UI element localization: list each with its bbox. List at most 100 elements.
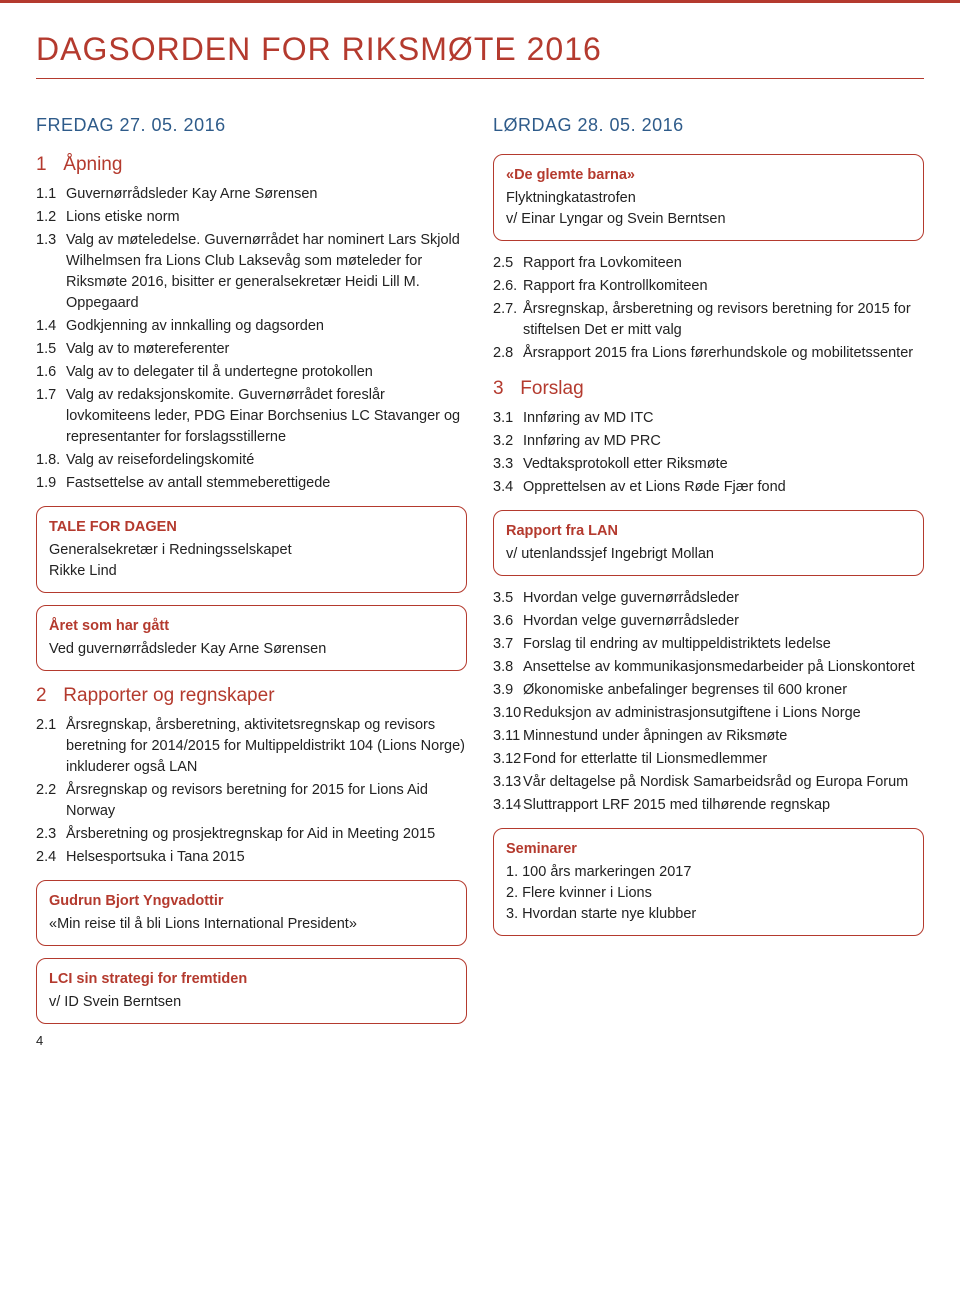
- section-1-head: 1 Åpning: [36, 154, 467, 176]
- box-lan: Rapport fra LAN v/ utenlandssjef Ingebri…: [493, 510, 924, 576]
- list-item: 1.4Godkjenning av innkalling og dagsorde…: [36, 316, 467, 337]
- list-item: 3.6Hvordan velge guvernørrådsleder: [493, 611, 924, 632]
- left-column: FREDAG 27. 05. 2016 1 Åpning 1.1Guvernør…: [36, 115, 467, 1036]
- page-number: 4: [36, 1033, 43, 1048]
- pre-section-items: 2.5Rapport fra Lovkomiteen2.6.Rapport fr…: [493, 253, 924, 364]
- item-text: Årsregnskap, årsberetning, aktivitetsreg…: [66, 715, 467, 778]
- item-text: Valg av to møtereferenter: [66, 339, 467, 360]
- list-item: 1.7Valg av redaksjonskomite. Guvernørråd…: [36, 385, 467, 448]
- item-text: Fond for etterlatte til Lionsmedlemmer: [523, 749, 924, 770]
- right-column: LØRDAG 28. 05. 2016 «De glemte barna» Fl…: [493, 115, 924, 1036]
- item-number: 2.3: [36, 824, 66, 845]
- list-item: 3.1Innføring av MD ITC: [493, 408, 924, 429]
- list-item: 2.3Årsberetning og prosjektregnskap for …: [36, 824, 467, 845]
- item-number: 3.4: [493, 477, 523, 498]
- item-text: Godkjenning av innkalling og dagsorden: [66, 316, 467, 337]
- item-text: Årsregnskap og revisors beretning for 20…: [66, 780, 467, 822]
- box-line: v/ ID Svein Berntsen: [49, 992, 454, 1013]
- item-text: Rapport fra Kontrollkomiteen: [523, 276, 924, 297]
- box-line: Rikke Lind: [49, 561, 454, 582]
- list-item: 1.6Valg av to delegater til å undertegne…: [36, 362, 467, 383]
- list-item: 1.8.Valg av reisefordelingskomité: [36, 450, 467, 471]
- section-num: 2: [36, 685, 58, 707]
- item-number: 3.2: [493, 431, 523, 452]
- item-text: Opprettelsen av et Lions Røde Fjær fond: [523, 477, 924, 498]
- list-item: 3.4Opprettelsen av et Lions Røde Fjær fo…: [493, 477, 924, 498]
- item-text: Hvordan velge guvernørrådsleder: [523, 588, 924, 609]
- item-text: Ansettelse av kommunikasjonsmedarbeider …: [523, 657, 924, 678]
- item-number: 3.13: [493, 772, 523, 793]
- item-text: Årsregnskap, årsberetning og revisors be…: [523, 299, 924, 341]
- box-line: 2. Flere kvinner i Lions: [506, 883, 911, 904]
- list-item: 3.12Fond for etterlatte til Lionsmedlemm…: [493, 749, 924, 770]
- section-num: 3: [493, 378, 515, 400]
- section-title: Åpning: [63, 154, 122, 175]
- item-text: Rapport fra Lovkomiteen: [523, 253, 924, 274]
- section-num: 1: [36, 154, 58, 176]
- item-text: Valg av redaksjonskomite. Guvernørrådet …: [66, 385, 467, 448]
- item-number: 2.2: [36, 780, 66, 822]
- section-2-head: 2 Rapporter og regnskaper: [36, 685, 467, 707]
- section-3-head: 3 Forslag: [493, 378, 924, 400]
- item-number: 3.7: [493, 634, 523, 655]
- list-item: 2.8Årsrapport 2015 fra Lions førerhundsk…: [493, 343, 924, 364]
- box-title: Rapport fra LAN: [506, 521, 911, 542]
- item-text: Valg av møteledelse. Guvernørrådet har n…: [66, 230, 467, 314]
- item-number: 3.8: [493, 657, 523, 678]
- section-1-items: 1.1Guvernørrådsleder Kay Arne Sørensen1.…: [36, 184, 467, 494]
- list-item: 3.14Sluttrapport LRF 2015 med tilhørende…: [493, 795, 924, 816]
- item-number: 3.10: [493, 703, 523, 724]
- item-number: 1.4: [36, 316, 66, 337]
- item-text: Valg av to delegater til å undertegne pr…: [66, 362, 467, 383]
- item-text: Reduksjon av administrasjonsutgiftene i …: [523, 703, 924, 724]
- item-text: Vår deltagelse på Nordisk Samarbeidsråd …: [523, 772, 924, 793]
- item-number: 3.3: [493, 454, 523, 475]
- box-line: v/ utenlandssjef Ingebrigt Mollan: [506, 544, 911, 565]
- item-number: 2.1: [36, 715, 66, 778]
- item-number: 2.7.: [493, 299, 523, 341]
- item-number: 3.9: [493, 680, 523, 701]
- item-text: Årsrapport 2015 fra Lions førerhundskole…: [523, 343, 924, 364]
- list-item: 1.3Valg av møteledelse. Guvernørrådet ha…: [36, 230, 467, 314]
- item-text: Hvordan velge guvernørrådsleder: [523, 611, 924, 632]
- box-aret: Året som har gått Ved guvernørrådsleder …: [36, 605, 467, 671]
- item-number: 1.6: [36, 362, 66, 383]
- box-title: Gudrun Bjort Yngvadottir: [49, 891, 454, 912]
- list-item: 3.11Minnestund under åpningen av Riksmøt…: [493, 726, 924, 747]
- item-number: 3.11: [493, 726, 523, 747]
- box-title: Seminarer: [506, 839, 911, 860]
- item-number: 2.5: [493, 253, 523, 274]
- item-text: Økonomiske anbefalinger begrenses til 60…: [523, 680, 924, 701]
- item-text: Sluttrapport LRF 2015 med tilhørende reg…: [523, 795, 924, 816]
- box-line: Generalsekretær i Redningsselskapet: [49, 540, 454, 561]
- item-text: Årsberetning og prosjektregnskap for Aid…: [66, 824, 467, 845]
- item-text: Guvernørrådsleder Kay Arne Sørensen: [66, 184, 467, 205]
- box-title: LCI sin strategi for fremtiden: [49, 969, 454, 990]
- box-line: 3. Hvordan starte nye klubber: [506, 904, 911, 925]
- item-number: 3.12: [493, 749, 523, 770]
- item-text: Minnestund under åpningen av Riksmøte: [523, 726, 924, 747]
- list-item: 1.2Lions etiske norm: [36, 207, 467, 228]
- section-3b-items: 3.5Hvordan velge guvernørrådsleder3.6Hvo…: [493, 588, 924, 816]
- box-glemte: «De glemte barna» Flyktningkatastrofen v…: [493, 154, 924, 241]
- list-item: 3.13Vår deltagelse på Nordisk Samarbeids…: [493, 772, 924, 793]
- box-tale: TALE FOR DAGEN Generalsekretær i Redning…: [36, 506, 467, 593]
- item-text: Innføring av MD ITC: [523, 408, 924, 429]
- box-line: Ved guvernørrådsleder Kay Arne Sørensen: [49, 639, 454, 660]
- item-number: 2.8: [493, 343, 523, 364]
- box-lci: LCI sin strategi for fremtiden v/ ID Sve…: [36, 958, 467, 1024]
- list-item: 2.2Årsregnskap og revisors beretning for…: [36, 780, 467, 822]
- item-text: Forslag til endring av multippeldistrikt…: [523, 634, 924, 655]
- item-number: 1.8.: [36, 450, 66, 471]
- list-item: 2.7.Årsregnskap, årsberetning og revisor…: [493, 299, 924, 341]
- item-text: Valg av reisefordelingskomité: [66, 450, 467, 471]
- section-2-items: 2.1Årsregnskap, årsberetning, aktivitets…: [36, 715, 467, 868]
- box-seminarer: Seminarer 1. 100 års markeringen 2017 2.…: [493, 828, 924, 936]
- item-number: 2.6.: [493, 276, 523, 297]
- box-line: «Min reise til å bli Lions International…: [49, 914, 454, 935]
- item-number: 1.1: [36, 184, 66, 205]
- item-number: 3.14: [493, 795, 523, 816]
- list-item: 3.8Ansettelse av kommunikasjonsmedarbeid…: [493, 657, 924, 678]
- list-item: 1.9Fastsettelse av antall stemmeberettig…: [36, 473, 467, 494]
- list-item: 2.4Helsesportsuka i Tana 2015: [36, 847, 467, 868]
